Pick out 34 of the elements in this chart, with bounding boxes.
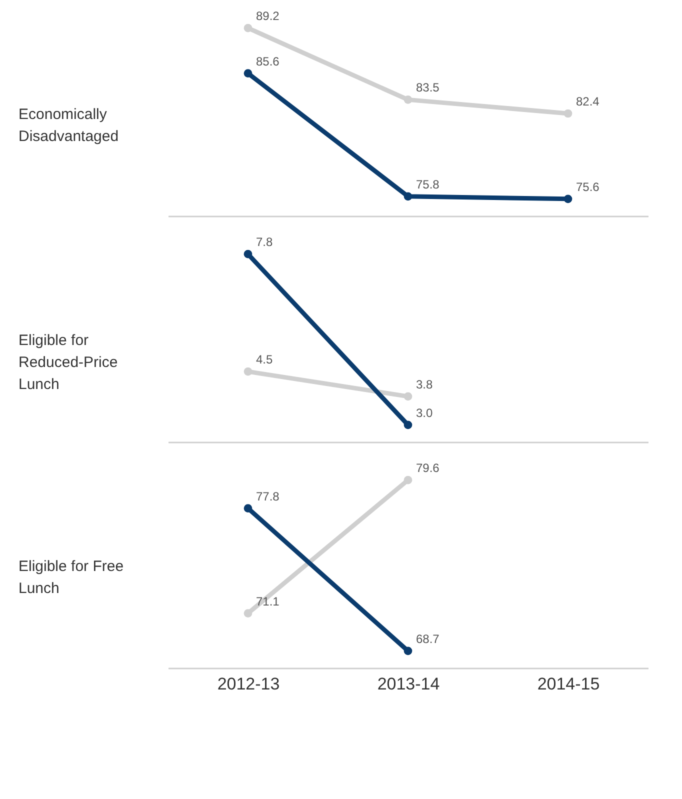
data-label: 3.8 [416, 377, 434, 392]
data-label: 82.4 [576, 94, 600, 108]
data-label: 68.7 [416, 632, 440, 646]
point [244, 504, 252, 512]
data-label: 77.8 [256, 489, 280, 504]
data-label: 75.8 [416, 177, 440, 192]
data-label: 83.5 [416, 80, 440, 95]
point [404, 192, 412, 201]
point [244, 250, 252, 258]
point [404, 420, 412, 430]
data-label: 7.8 [256, 235, 274, 250]
data-label: 79.6 [416, 461, 440, 476]
data-label: 71.1 [256, 594, 280, 608]
x-tick-label: 2014-15 [537, 674, 600, 694]
data-label: 3.0 [416, 406, 434, 420]
data-label: 85.6 [256, 54, 280, 68]
y-axis-title: Eligible for Reduced-Price Lunch [18, 332, 118, 393]
x-tick-label: 2012-13 [217, 674, 280, 694]
point [404, 646, 412, 656]
point [244, 24, 252, 32]
x-tick-label: 2013-14 [377, 674, 440, 694]
data-label: 4.5 [256, 352, 274, 367]
point [244, 367, 252, 376]
point [404, 96, 412, 104]
y-axis-title: Economically Disadvantaged [18, 106, 119, 145]
data-label: 89.2 [256, 9, 280, 24]
data-label: 75.6 [576, 180, 600, 194]
point [564, 194, 572, 204]
point [404, 476, 412, 484]
point [564, 109, 572, 118]
point [244, 69, 252, 78]
y-axis-title: Eligible for Free Lunch [18, 558, 124, 597]
point [404, 392, 412, 401]
point [244, 609, 252, 618]
